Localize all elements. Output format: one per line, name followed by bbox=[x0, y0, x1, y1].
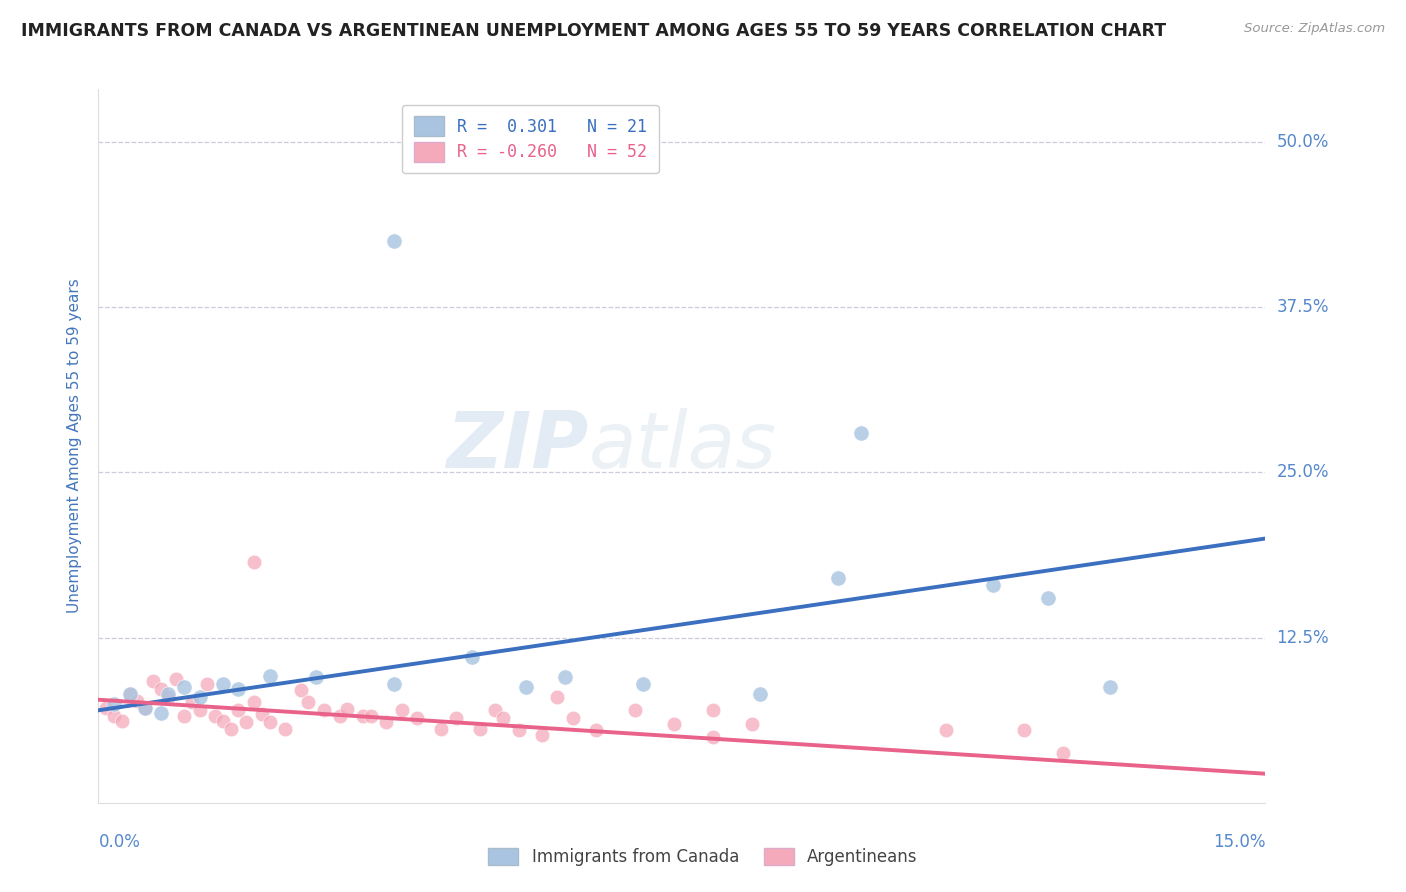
Point bbox=[173, 708, 195, 723]
Point bbox=[741, 716, 763, 731]
Point bbox=[118, 688, 141, 702]
Text: 15.0%: 15.0% bbox=[1213, 833, 1265, 851]
Point bbox=[530, 728, 553, 742]
Point bbox=[981, 578, 1004, 592]
Point bbox=[662, 716, 685, 731]
Point bbox=[157, 688, 180, 702]
Point bbox=[849, 425, 872, 440]
Point bbox=[468, 722, 491, 736]
Point bbox=[492, 711, 515, 725]
Point bbox=[149, 706, 172, 720]
Point bbox=[585, 723, 607, 738]
Point bbox=[1012, 723, 1035, 738]
Text: IMMIGRANTS FROM CANADA VS ARGENTINEAN UNEMPLOYMENT AMONG AGES 55 TO 59 YEARS COR: IMMIGRANTS FROM CANADA VS ARGENTINEAN UN… bbox=[21, 22, 1166, 40]
Point bbox=[312, 703, 335, 717]
Point bbox=[484, 703, 506, 717]
Text: 0.0%: 0.0% bbox=[98, 833, 141, 851]
Point bbox=[243, 555, 266, 569]
Text: ZIP: ZIP bbox=[446, 408, 589, 484]
Point bbox=[127, 694, 149, 708]
Point bbox=[212, 714, 235, 728]
Point bbox=[188, 703, 211, 717]
Legend: R =  0.301   N = 21, R = -0.260   N = 52: R = 0.301 N = 21, R = -0.260 N = 52 bbox=[402, 104, 658, 173]
Point bbox=[188, 690, 211, 704]
Point bbox=[935, 723, 957, 738]
Point bbox=[702, 730, 724, 744]
Point bbox=[329, 708, 352, 723]
Legend: Immigrants from Canada, Argentineans: Immigrants from Canada, Argentineans bbox=[479, 840, 927, 875]
Point bbox=[382, 234, 405, 248]
Point bbox=[157, 690, 180, 704]
Point bbox=[827, 571, 849, 585]
Point bbox=[297, 695, 319, 709]
Point bbox=[134, 700, 156, 714]
Point bbox=[134, 700, 156, 714]
Point bbox=[228, 682, 250, 697]
Text: atlas: atlas bbox=[589, 408, 776, 484]
Point bbox=[1052, 746, 1074, 760]
Point bbox=[173, 680, 195, 694]
Point bbox=[243, 695, 266, 709]
Point bbox=[360, 708, 382, 723]
Point bbox=[515, 680, 537, 694]
Point bbox=[562, 711, 585, 725]
Point bbox=[508, 723, 530, 738]
Point bbox=[195, 677, 218, 691]
Text: Source: ZipAtlas.com: Source: ZipAtlas.com bbox=[1244, 22, 1385, 36]
Point bbox=[290, 683, 312, 698]
Point bbox=[103, 708, 125, 723]
Point bbox=[219, 722, 242, 736]
Point bbox=[118, 688, 141, 702]
Point bbox=[391, 703, 413, 717]
Point bbox=[250, 707, 273, 722]
Point bbox=[149, 682, 172, 697]
Point bbox=[702, 703, 724, 717]
Point bbox=[554, 670, 576, 684]
Point bbox=[461, 650, 484, 665]
Point bbox=[274, 722, 297, 736]
Point bbox=[352, 708, 374, 723]
Point bbox=[111, 714, 134, 728]
Point bbox=[1036, 591, 1059, 605]
Point bbox=[259, 715, 281, 730]
Point bbox=[142, 674, 165, 689]
Point bbox=[103, 697, 125, 711]
Point bbox=[305, 670, 328, 684]
Point bbox=[204, 708, 226, 723]
Point bbox=[336, 702, 359, 716]
Point bbox=[212, 677, 235, 691]
Point bbox=[96, 700, 118, 714]
Point bbox=[406, 711, 429, 725]
Point bbox=[546, 690, 568, 704]
Point bbox=[446, 711, 468, 725]
Point bbox=[429, 722, 451, 736]
Point bbox=[228, 703, 250, 717]
Point bbox=[165, 672, 187, 686]
Y-axis label: Unemployment Among Ages 55 to 59 years: Unemployment Among Ages 55 to 59 years bbox=[66, 278, 82, 614]
Point bbox=[624, 703, 647, 717]
Text: 37.5%: 37.5% bbox=[1277, 298, 1329, 317]
Point bbox=[235, 715, 257, 730]
Point bbox=[631, 677, 654, 691]
Text: 25.0%: 25.0% bbox=[1277, 464, 1329, 482]
Point bbox=[375, 715, 398, 730]
Point bbox=[259, 669, 281, 683]
Text: 12.5%: 12.5% bbox=[1277, 629, 1329, 647]
Point bbox=[382, 677, 405, 691]
Point bbox=[748, 688, 770, 702]
Point bbox=[1098, 680, 1121, 694]
Text: 50.0%: 50.0% bbox=[1277, 133, 1329, 151]
Point bbox=[180, 695, 202, 709]
